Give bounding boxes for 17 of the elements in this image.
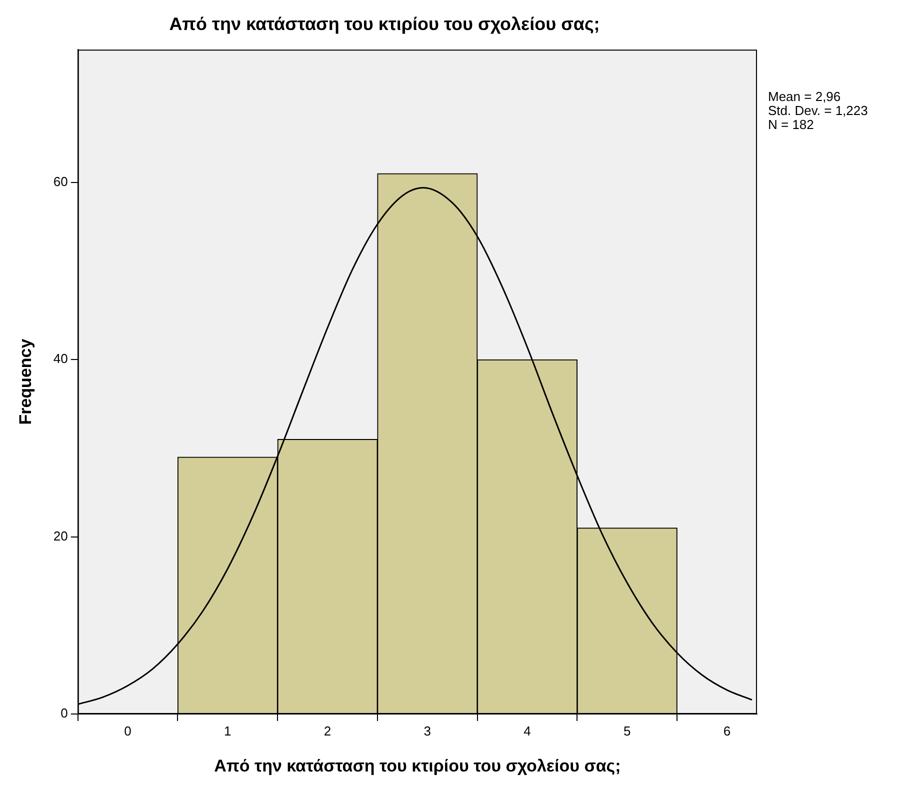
x-tick-label: 3 [424,723,432,738]
y-tick-label: 40 [53,351,68,366]
x-tick-label: 4 [524,723,531,738]
y-tick-label: 0 [60,706,68,721]
x-tick-label: 0 [124,723,132,738]
x-tick-label: 6 [723,723,731,738]
y-tick-label: 20 [53,528,68,544]
x-tick-label: 2 [324,723,332,738]
text: N = 182 [768,117,815,132]
text: Std. Dev. = 1,223 [768,103,868,118]
x-tick-label: 1 [224,723,232,738]
chart-title: Από την κατάσταση του κτιρίου του σχολείου σας; [169,14,600,34]
x-axis-title: Από την κατάσταση του κτιρίου του σχολείου σας; [214,756,621,776]
y-axis-title: Frequency [16,338,35,425]
y-tick-label: 60 [53,174,68,190]
text: Mean = 2,96 [768,89,842,104]
x-tick-label: 5 [624,723,631,738]
